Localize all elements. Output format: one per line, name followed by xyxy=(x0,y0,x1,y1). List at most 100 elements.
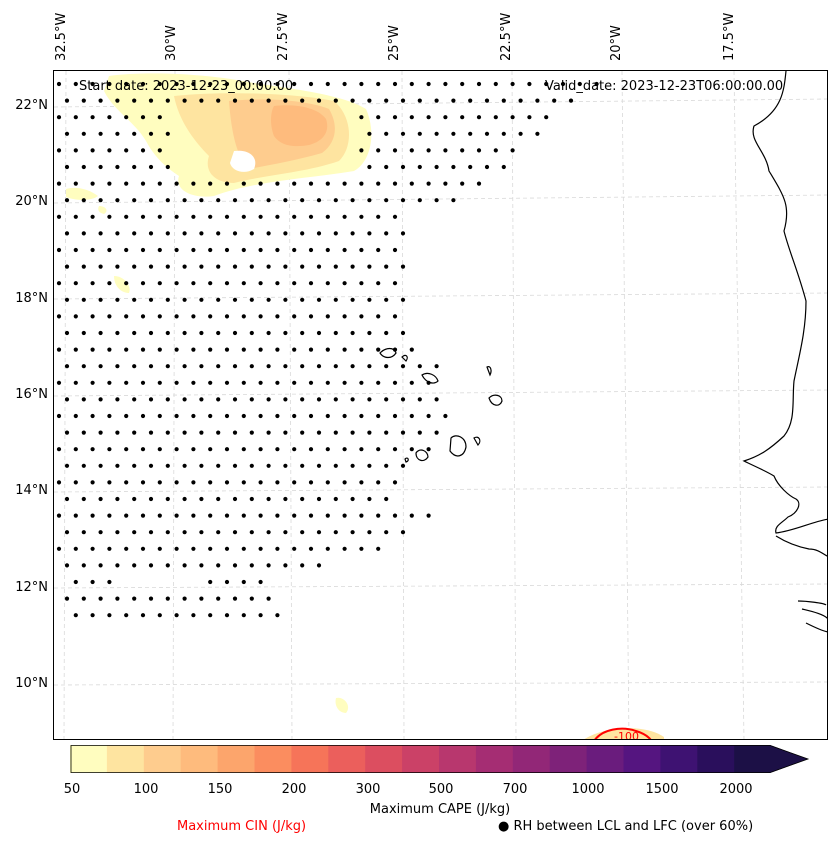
rh-stipple-dot xyxy=(148,297,154,302)
rh-stipple-dot xyxy=(232,430,238,435)
lon-label-32-5w: 32.5°W xyxy=(54,12,69,61)
rh-stipple xyxy=(56,81,599,618)
rh-stipple-dot xyxy=(300,530,305,535)
rh-stipple-dot xyxy=(367,397,372,402)
rh-stipple-dot xyxy=(98,330,103,336)
rh-stipple-dot xyxy=(140,546,146,551)
rh-stipple-dot xyxy=(266,563,271,568)
rh-stipple-dot xyxy=(426,447,431,452)
rh-stipple-dot xyxy=(124,613,129,618)
rh-stipple-dot xyxy=(400,164,406,170)
rh-stipple-dot xyxy=(325,181,330,186)
rh-stipple-dot xyxy=(325,447,330,452)
rh-stipple-dot xyxy=(560,81,566,87)
rh-stipple-dot xyxy=(124,314,129,319)
rh-stipple-dot xyxy=(107,613,112,618)
rh-stipple-dot xyxy=(124,480,129,485)
rh-stipple-dot xyxy=(316,496,322,502)
rh-stipple-dot xyxy=(191,546,196,551)
rh-stipple-dot xyxy=(249,530,254,535)
rh-stipple-dot xyxy=(359,247,364,253)
rh-stipple-dot xyxy=(174,613,179,618)
rh-stipple-dot xyxy=(140,247,146,253)
rh-stipple-dot xyxy=(392,115,398,120)
rh-stipple-dot xyxy=(107,214,112,219)
colorbar-tick-1500: 1500 xyxy=(645,782,679,797)
colorbar-tick-2000: 2000 xyxy=(719,782,753,797)
lat-label-22n: 22°N xyxy=(15,98,48,113)
rh-stipple-dot xyxy=(258,447,263,452)
cin-legend-label: Maximum CIN (J/kg) xyxy=(177,819,307,834)
rh-stipple-dot xyxy=(275,513,280,518)
rh-stipple-dot xyxy=(283,430,288,435)
rh-stipple-dot xyxy=(417,98,422,103)
rh-stipple-dot xyxy=(98,131,103,136)
rh-stipple-dot xyxy=(90,181,95,186)
rh-stipple-dot xyxy=(148,364,154,369)
rh-stipple-dot xyxy=(165,330,170,336)
rh-stipple-dot xyxy=(325,214,330,219)
rh-stipple-dot xyxy=(191,314,196,319)
rh-stipple-dot xyxy=(81,397,86,402)
rh-stipple-dot xyxy=(308,281,314,286)
rh-stipple-dot xyxy=(132,496,137,502)
lon-label-17-5w: 17.5°W xyxy=(722,12,737,61)
rh-stipple-dot xyxy=(316,98,322,103)
rh-stipple-dot xyxy=(182,231,187,236)
rh-stipple-dot xyxy=(249,397,254,402)
rh-stipple-dot xyxy=(56,480,62,485)
rh-stipple-dot xyxy=(182,330,187,336)
rh-stipple-dot xyxy=(73,380,78,385)
rh-stipple-dot xyxy=(191,480,196,485)
lon-label-25w: 25°W xyxy=(387,25,402,61)
rh-stipple-dot xyxy=(216,364,221,369)
rh-stipple-dot xyxy=(208,380,213,385)
rh-stipple-dot xyxy=(266,496,271,502)
rh-stipple-dot xyxy=(384,98,389,103)
rh-stipple-dot xyxy=(90,447,95,452)
rh-stipple-dot xyxy=(191,447,196,452)
rh-stipple-dot xyxy=(325,480,330,485)
rh-stipple-dot xyxy=(232,463,238,468)
rh-stipple-dot xyxy=(342,81,347,87)
rh-stipple-dot xyxy=(191,214,196,219)
rh-stipple-dot xyxy=(258,413,263,419)
rh-stipple-dot xyxy=(316,198,322,203)
lat-label-16n: 16°N xyxy=(15,387,48,402)
rh-stipple-dot xyxy=(434,198,439,203)
colorbar-segment xyxy=(143,745,182,773)
rh-stipple-dot xyxy=(241,546,246,551)
rh-stipple-dot xyxy=(350,297,355,302)
rh-stipple-dot xyxy=(392,413,398,419)
rh-stipple-dot xyxy=(283,264,288,269)
colorbar-tick-150: 150 xyxy=(207,782,233,797)
rh-stipple-dot xyxy=(417,131,422,136)
rh-stipple-dot xyxy=(64,496,70,502)
rh-stipple-dot xyxy=(510,81,515,87)
rh-stipple-dot xyxy=(367,164,372,170)
rh-stipple-dot xyxy=(392,214,398,219)
rh-stipple-dot xyxy=(232,330,238,336)
rh-stipple-dot xyxy=(90,480,95,485)
rh-stipple-dot xyxy=(124,513,129,518)
rh-stipple-dot xyxy=(359,413,364,419)
cape-colorbar xyxy=(70,745,810,773)
rh-stipple-dot xyxy=(359,314,364,319)
rh-stipple-dot xyxy=(165,164,170,170)
rh-stipple-dot xyxy=(451,131,456,136)
rh-stipple-dot xyxy=(417,430,422,435)
rh-stipple-dot xyxy=(90,115,95,120)
rh-stipple-dot xyxy=(392,247,398,253)
rh-stipple-dot xyxy=(460,81,465,87)
rh-stipple-dot xyxy=(208,579,213,585)
rh-stipple-dot xyxy=(81,131,86,136)
rh-stipple-dot xyxy=(350,264,355,269)
rh-stipple-dot xyxy=(224,314,230,319)
rh-stipple-dot xyxy=(384,198,389,203)
rh-stipple-dot xyxy=(409,413,414,419)
rh-stipple-dot xyxy=(73,513,78,518)
rh-stipple-dot xyxy=(140,181,146,186)
rh-stipple-dot xyxy=(308,247,314,253)
rh-stipple-dot xyxy=(308,314,314,319)
rh-stipple-dot xyxy=(333,330,338,336)
